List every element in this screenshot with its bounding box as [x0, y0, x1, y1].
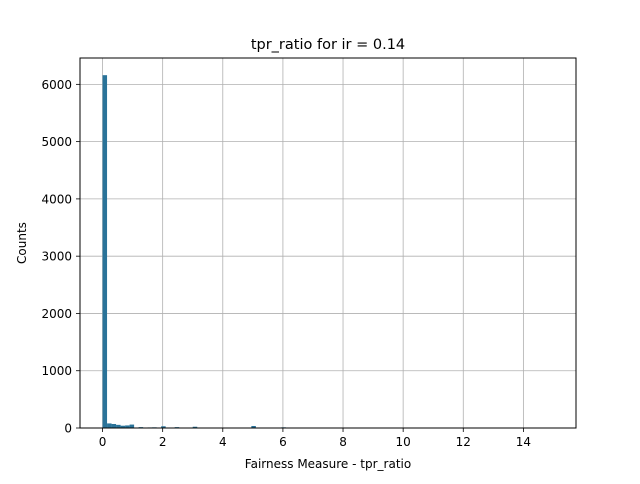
y-axis-ticks: 0 1000 2000 3000 4000 5000 6000: [41, 78, 80, 436]
y-tick-label: 2000: [41, 307, 72, 321]
x-tick-label: 10: [396, 435, 411, 449]
histogram-bar: [192, 426, 198, 428]
x-tick-label: 8: [339, 435, 347, 449]
y-tick-label: 3000: [41, 250, 72, 264]
histogram-bar: [111, 423, 117, 428]
histogram-bar: [107, 423, 112, 428]
x-tick-label: 4: [219, 435, 227, 449]
histogram-bar: [125, 425, 130, 428]
x-tick-label: 0: [99, 435, 107, 449]
y-tick-label: 0: [64, 422, 72, 436]
histogram-bar: [129, 424, 135, 428]
histogram-bar: [251, 425, 256, 428]
y-axis-label: Counts: [15, 222, 29, 264]
x-tick-label: 14: [516, 435, 531, 449]
x-axis-ticks: 0 2 4 6 8 10 12 14: [99, 428, 531, 449]
x-tick-label: 2: [159, 435, 167, 449]
y-tick-label: 6000: [41, 78, 72, 92]
x-axis-label: Fairness Measure - tpr_ratio: [245, 457, 411, 471]
chart-title: tpr_ratio for ir = 0.14: [251, 37, 405, 53]
histogram-bar: [161, 426, 166, 428]
y-tick-label: 4000: [41, 192, 72, 206]
x-tick-label: 12: [456, 435, 471, 449]
plot-area: [80, 58, 576, 428]
plot-frame: [79, 57, 577, 429]
y-tick-label: 5000: [41, 135, 72, 149]
x-tick-label: 6: [279, 435, 287, 449]
histogram-bar: [116, 424, 121, 428]
y-tick-label: 1000: [41, 364, 72, 378]
histogram-bar: [102, 75, 108, 428]
histogram-bar: [120, 425, 126, 428]
